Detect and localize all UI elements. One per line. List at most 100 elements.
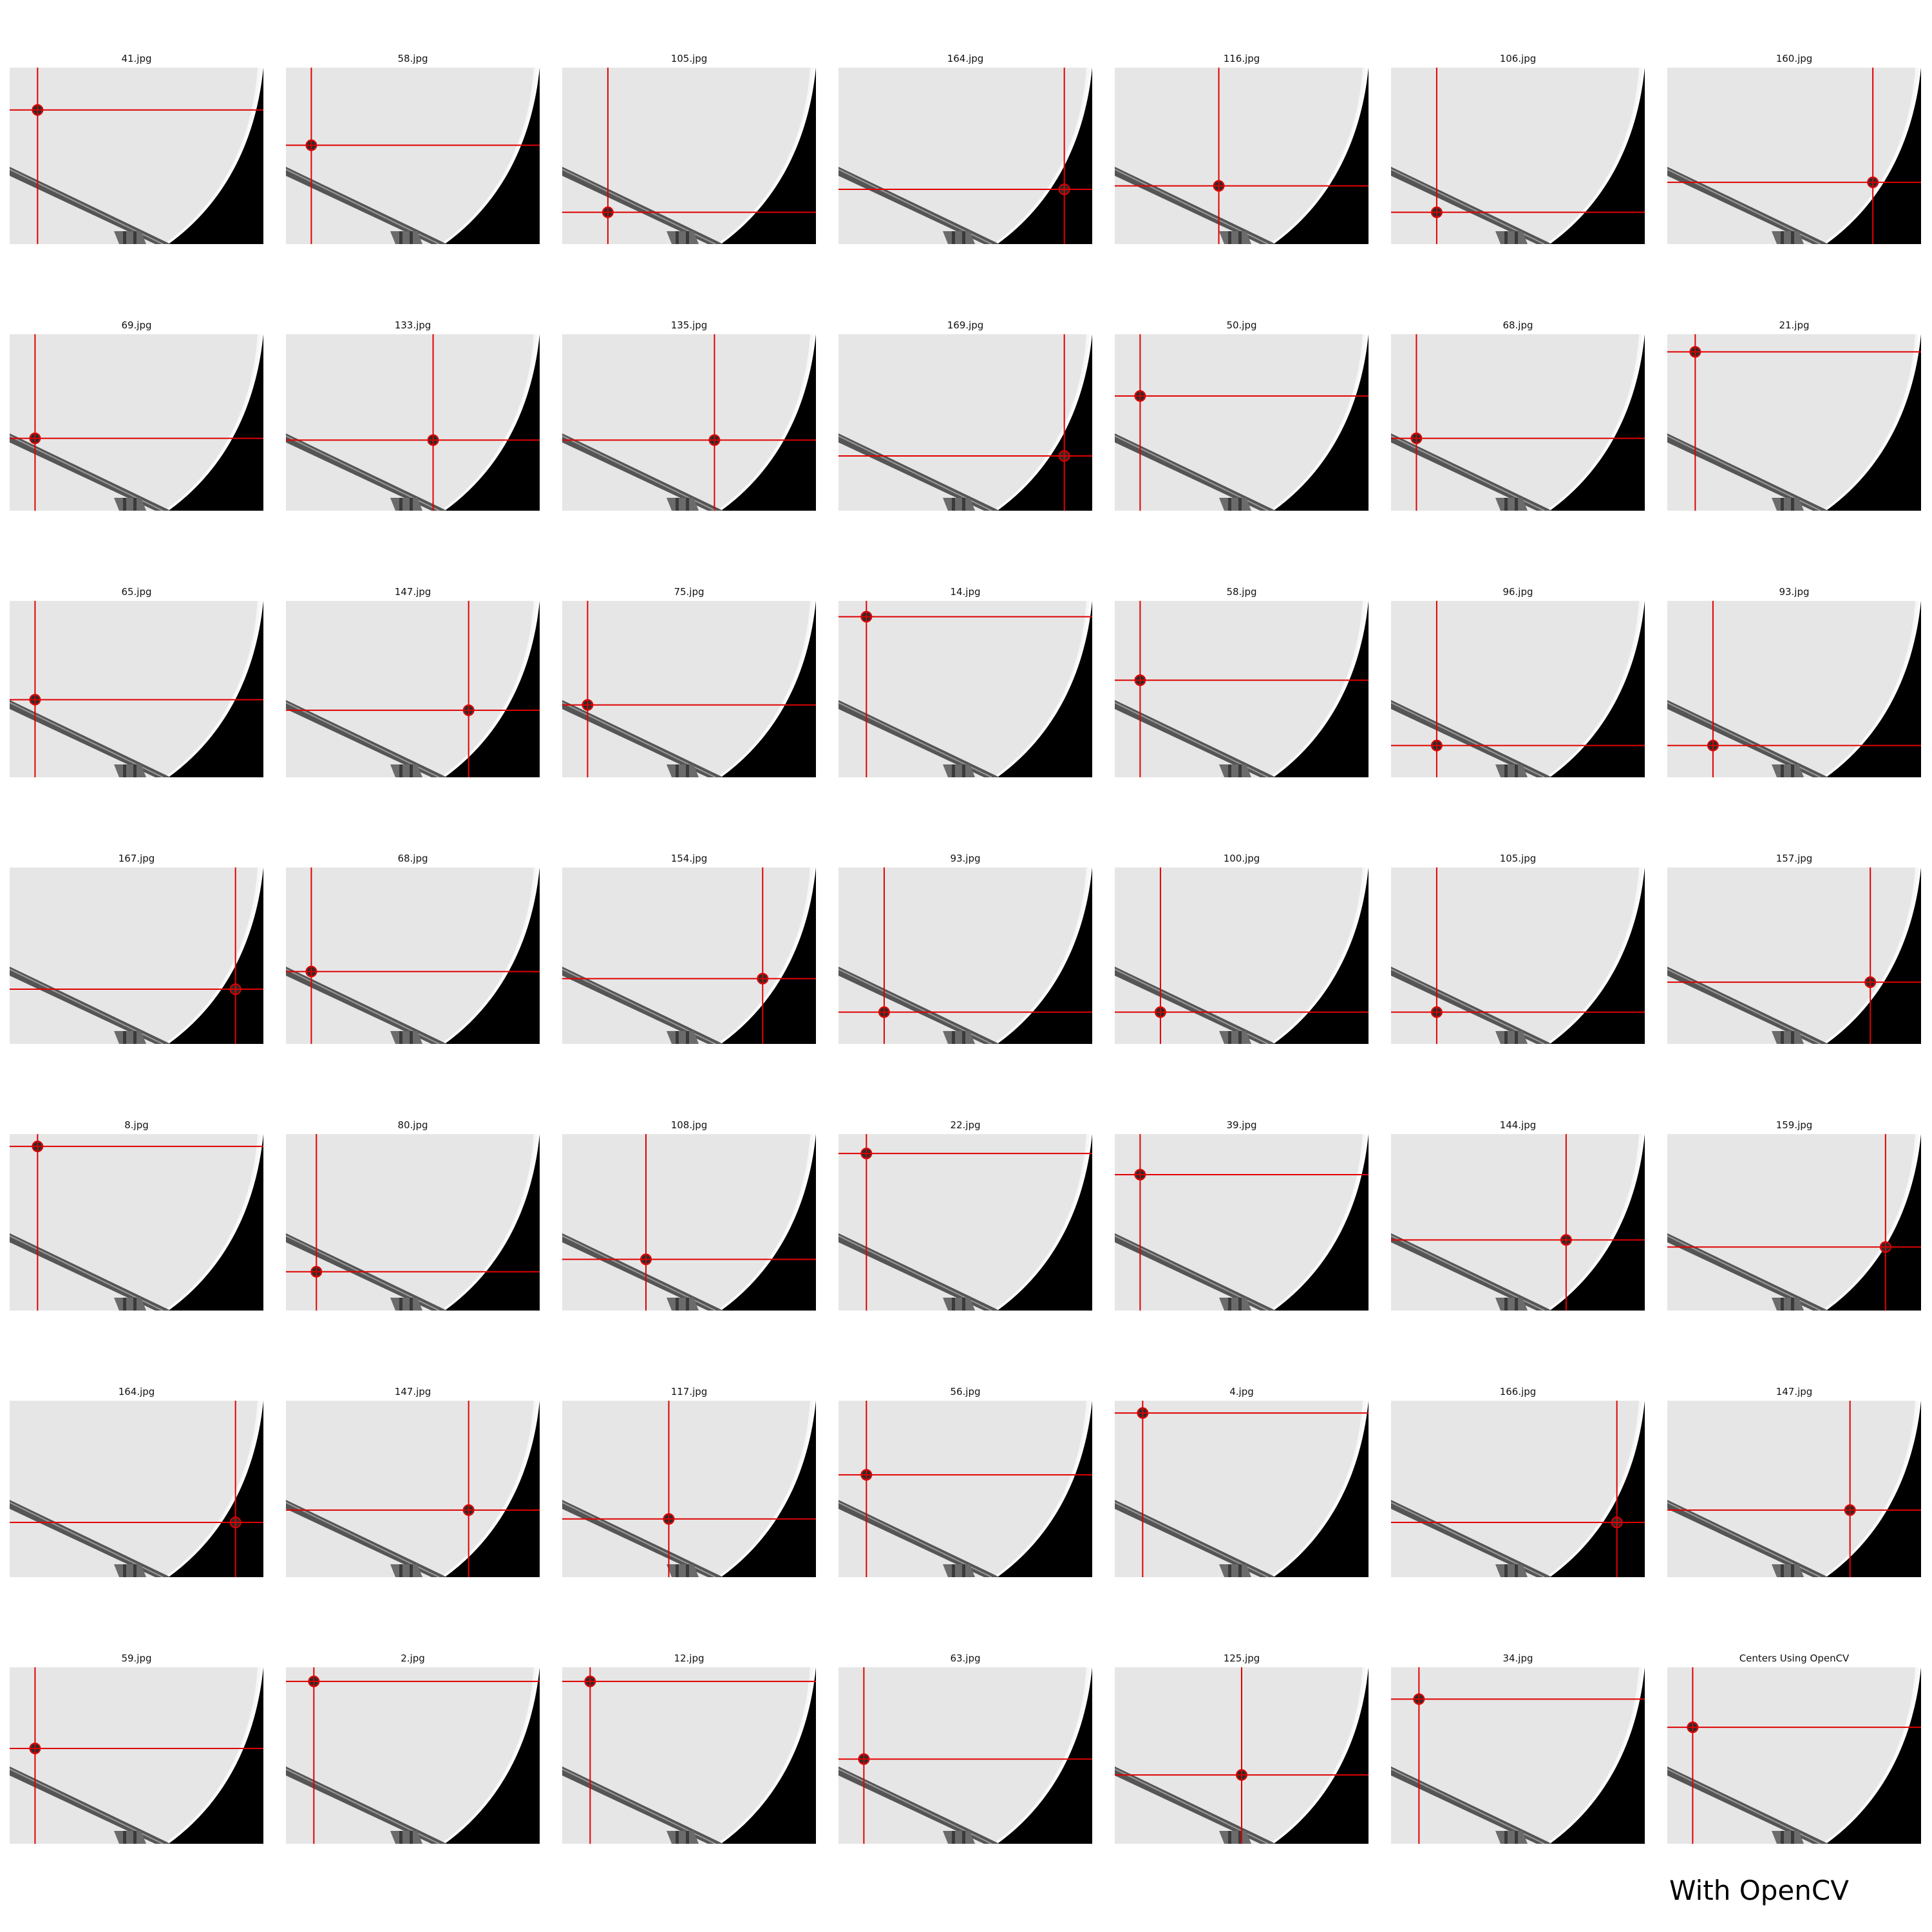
edge-rim (442, 1134, 540, 1311)
frame-image (286, 334, 540, 511)
support-bracket (390, 1831, 422, 1844)
needle-tube (1667, 433, 1828, 511)
frame-title: 105.jpg (1499, 853, 1537, 864)
footer-label: With OpenCV (1669, 1875, 1849, 1906)
edge-rim (166, 1667, 263, 1844)
frame-image (838, 334, 1092, 511)
needle-tube (10, 700, 171, 777)
shadow-region (997, 68, 1092, 244)
edge-rim (995, 1401, 1092, 1577)
support-bracket (1219, 764, 1251, 777)
support-bracket (667, 1831, 699, 1844)
frame-image (10, 867, 263, 1044)
bracket-leg (952, 498, 955, 511)
center-marker (1058, 450, 1070, 462)
shadow-region (997, 867, 1092, 1044)
frame-image (286, 68, 540, 244)
shadow-region (168, 601, 263, 777)
bracket-leg (1504, 498, 1508, 511)
frame-image (838, 1401, 1092, 1577)
frame-tile: 12.jpg (562, 1651, 816, 1844)
needle-tube (286, 167, 447, 244)
center-marker (32, 1141, 44, 1153)
edge-rim (1271, 601, 1368, 777)
bracket-leg (123, 1831, 126, 1844)
frame-tile: 96.jpg (1391, 585, 1645, 778)
bracket-leg (676, 1031, 679, 1044)
support-bracket (1219, 1031, 1251, 1044)
frame-tile: 69.jpg (10, 318, 263, 511)
needle-tube (1667, 167, 1828, 244)
bracket-leg (676, 1831, 679, 1844)
frame-tile: 34.jpg (1391, 1651, 1645, 1844)
bracket-leg (676, 1298, 679, 1311)
frame-image (1115, 68, 1368, 244)
needle-tube (10, 967, 171, 1044)
bracket-leg (676, 1564, 679, 1577)
bracket-leg (1238, 231, 1242, 244)
support-bracket (114, 1298, 146, 1311)
needle-tube (1115, 967, 1276, 1044)
frame-tile: 157.jpg (1667, 851, 1921, 1045)
center-marker (1430, 739, 1443, 752)
edge-rim (995, 867, 1092, 1044)
frame-image (1391, 1667, 1645, 1844)
frame-tile: 41.jpg (10, 52, 263, 245)
shadow-region (168, 68, 263, 244)
support-bracket (1495, 764, 1528, 777)
frame-tile: 14.jpg (838, 585, 1092, 778)
edge-rim (1548, 334, 1645, 511)
bracket-leg (1228, 764, 1231, 777)
shadow-region (1549, 1401, 1645, 1577)
support-bracket (390, 231, 422, 244)
needle-tube (10, 167, 171, 244)
support-bracket (1772, 1031, 1804, 1044)
frame-title: 159.jpg (1776, 1119, 1813, 1131)
bracket-leg (1791, 1298, 1794, 1311)
bracket-leg (952, 1031, 955, 1044)
bracket-leg (1228, 1031, 1231, 1044)
shadow-region (444, 601, 540, 777)
center-marker (878, 1006, 890, 1018)
frame-title: 41.jpg (121, 53, 152, 64)
edge-rim (719, 1667, 816, 1844)
bracket-leg (686, 1831, 689, 1844)
center-marker (860, 1148, 873, 1160)
center-marker (663, 1513, 675, 1525)
frame-title: 100.jpg (1223, 853, 1260, 864)
support-bracket (667, 231, 699, 244)
needle-tube (1667, 1233, 1828, 1311)
frame-tile: 117.jpg (562, 1385, 816, 1578)
frame-title: 160.jpg (1776, 53, 1813, 64)
shadow-region (168, 334, 263, 511)
bracket-leg (399, 1831, 402, 1844)
support-bracket (1219, 1831, 1251, 1844)
support-bracket (1772, 1831, 1804, 1844)
bracket-leg (686, 1564, 689, 1577)
bracket-leg (1791, 764, 1794, 777)
frame-image (10, 1401, 263, 1577)
edge-rim (166, 601, 263, 777)
center-marker (1134, 1169, 1146, 1181)
shadow-region (1826, 1667, 1921, 1844)
support-bracket (114, 1031, 146, 1044)
bracket-leg (686, 498, 689, 511)
center-marker (229, 983, 242, 996)
edge-rim (995, 601, 1092, 777)
bracket-leg (1781, 1298, 1784, 1311)
frame-title: 58.jpg (397, 53, 428, 64)
bracket-leg (1504, 231, 1508, 244)
frame-tile: 2.jpg (286, 1651, 540, 1844)
shadow-region (1549, 867, 1645, 1044)
bracket-leg (1515, 1298, 1518, 1311)
edge-rim (442, 334, 540, 511)
edge-rim (719, 867, 816, 1044)
support-bracket (390, 764, 422, 777)
bracket-leg (1228, 231, 1231, 244)
shadow-region (1826, 334, 1921, 511)
needle-tube (562, 167, 723, 244)
bracket-leg (1515, 498, 1518, 511)
needle-tube (1115, 1233, 1276, 1311)
frame-image (1667, 334, 1921, 511)
shadow-region (1826, 601, 1921, 777)
